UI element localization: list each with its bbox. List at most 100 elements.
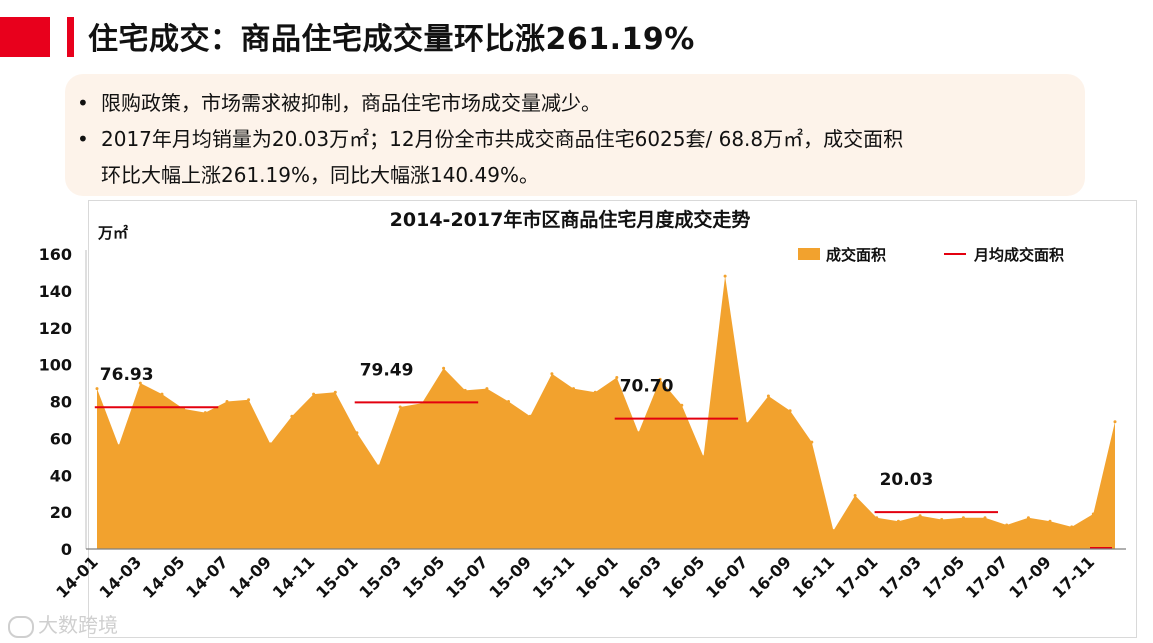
data-point [312, 392, 316, 396]
data-point [117, 444, 121, 448]
avg-data-label: 76.93 [100, 365, 154, 385]
watermark-text: 大数跨境 [38, 613, 118, 637]
data-point [831, 529, 835, 533]
smile-logo-icon [8, 615, 34, 638]
data-point [225, 400, 229, 403]
x-tick-label: 15-11 [529, 552, 579, 602]
data-point [702, 455, 705, 459]
header-red-bar [67, 17, 74, 57]
data-point [333, 390, 337, 394]
data-point [658, 377, 662, 381]
data-point [961, 516, 965, 520]
chart-title: 2014-2017年市区商品住宅月度成交走势 [390, 208, 751, 231]
data-point [680, 403, 684, 407]
data-point [442, 366, 446, 370]
data-point [203, 411, 207, 415]
x-tick-label: 17-03 [875, 552, 925, 602]
y-tick-label: 20 [50, 503, 72, 522]
x-tick-label: 14-11 [269, 552, 319, 602]
x-tick-label: 15-09 [485, 552, 535, 602]
data-point [355, 431, 359, 435]
data-point [918, 514, 922, 518]
x-tick-label: 15-07 [442, 552, 492, 602]
y-tick-label: 80 [50, 393, 72, 412]
data-point [1070, 525, 1074, 529]
x-tick-label: 16-01 [572, 552, 622, 602]
data-point [550, 372, 554, 376]
data-point [1005, 523, 1009, 527]
data-point [377, 464, 381, 468]
x-tick-label: 14-05 [139, 552, 189, 602]
data-point [940, 518, 944, 521]
x-tick-label: 14-03 [96, 552, 146, 602]
x-tick-label: 16-09 [745, 552, 795, 602]
x-tick-label: 14-07 [182, 552, 232, 602]
legend-label: 月均成交面积 [973, 246, 1064, 264]
data-point [788, 409, 792, 413]
data-point [572, 387, 575, 391]
data-point [528, 414, 532, 418]
data-point [593, 390, 597, 394]
x-tick-label: 17-05 [919, 552, 969, 602]
y-tick-label: 140 [39, 282, 72, 301]
y-tick-label: 40 [50, 466, 72, 485]
x-tick-label: 14-09 [225, 552, 275, 602]
data-point [896, 519, 900, 523]
data-point [853, 494, 857, 497]
page-title: 住宅成交：商品住宅成交量环比涨261.19% [88, 22, 695, 57]
data-point [247, 398, 251, 402]
data-point [290, 414, 294, 418]
data-point [1113, 420, 1117, 424]
data-point [1091, 512, 1095, 516]
x-tick-label: 16-03 [615, 552, 665, 602]
x-tick-label: 16-07 [702, 552, 752, 602]
data-point [875, 516, 879, 520]
data-point [745, 422, 749, 426]
y-tick-label: 120 [39, 319, 72, 338]
bullet-text: 2017年月均销量为20.03万㎡；12月份全市共成交商品住宅6025套/ 68… [101, 127, 904, 151]
y-tick-label: 0 [61, 540, 72, 559]
avg-data-label: 20.03 [880, 470, 934, 490]
watermark: 大数跨境 [8, 609, 118, 638]
data-point [160, 392, 164, 396]
data-point [463, 388, 467, 392]
data-point [983, 516, 987, 520]
x-tick-label: 14-01 [52, 552, 102, 602]
x-tick-label: 17-07 [962, 552, 1012, 602]
header-red-block [0, 17, 50, 57]
x-tick-label: 17-09 [1005, 552, 1055, 602]
data-point [615, 376, 619, 379]
bullet-text: 限购政策，市场需求被抑制，商品住宅市场成交量减少。 [101, 91, 601, 115]
y-axis-unit-label: 万㎡ [97, 224, 128, 242]
data-point [485, 387, 489, 391]
x-tick-label: 16-11 [789, 552, 839, 602]
y-tick-label: 100 [39, 356, 72, 375]
data-point [398, 405, 402, 409]
legend-swatch-area [798, 248, 820, 260]
avg-data-label: 70.70 [620, 377, 674, 397]
data-point [1048, 519, 1052, 523]
area-series-成交面积 [97, 276, 1115, 549]
data-point [268, 442, 272, 446]
x-tick-label: 16-05 [659, 552, 709, 602]
data-point [766, 394, 770, 398]
bullet-box: • 限购政策，市场需求被抑制，商品住宅市场成交量减少。 • 2017年月均销量为… [65, 74, 1085, 196]
y-tick-label: 160 [39, 245, 72, 264]
data-point [810, 440, 814, 444]
data-point [95, 387, 99, 391]
legend-label: 成交面积 [826, 246, 886, 264]
data-point [637, 431, 640, 435]
bullet-dot: • [77, 127, 89, 151]
avg-data-label: 79.49 [360, 360, 414, 380]
x-tick-label: 17-01 [832, 552, 882, 602]
data-point [507, 400, 510, 403]
x-tick-label: 15-05 [399, 552, 449, 602]
data-point [723, 274, 727, 278]
x-tick-label: 15-03 [355, 552, 405, 602]
bullet-dot: • [77, 91, 89, 115]
x-tick-label: 17-11 [1049, 552, 1099, 602]
data-point [1026, 516, 1030, 520]
bullet-text: 环比大幅上涨261.19%，同比大幅涨140.49%。 [101, 163, 539, 187]
x-tick-label: 15-01 [312, 552, 362, 602]
